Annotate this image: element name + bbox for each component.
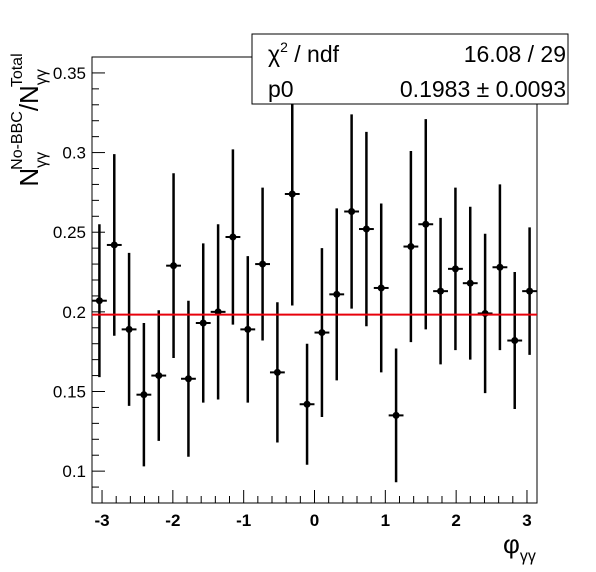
- data-point: [314, 248, 330, 417]
- data-point: [136, 323, 152, 467]
- data-point: [210, 224, 226, 400]
- point-marker: [244, 325, 252, 333]
- point-marker: [184, 375, 192, 383]
- data-point: [329, 208, 345, 381]
- stats-box-border: [251, 33, 569, 105]
- point-marker: [125, 325, 133, 333]
- point-marker: [95, 297, 103, 305]
- data-point: [433, 217, 448, 365]
- data-point: [448, 187, 463, 351]
- point-marker: [481, 309, 489, 317]
- data-point: [195, 243, 211, 403]
- data-point: [240, 256, 256, 403]
- x-tick-label: 1: [381, 511, 390, 530]
- data-point: [106, 154, 122, 336]
- point-marker: [199, 319, 207, 327]
- y-axis: 0.1 0.15 0.2 0.25 0.3 0.35: [53, 56, 105, 504]
- point-marker: [303, 400, 311, 408]
- x-tick-label: 2: [451, 511, 460, 530]
- point-marker: [155, 372, 163, 380]
- data-point: [166, 173, 181, 359]
- data-points: [91, 82, 538, 483]
- y-tick-label: 0.2: [62, 303, 86, 322]
- stats-box: χ2 / ndf 16.08 / 29 p0 0.1983 ± 0.0093: [251, 33, 569, 105]
- point-marker: [496, 263, 504, 271]
- point-marker: [333, 290, 341, 298]
- stats-p0-label: p0: [268, 76, 294, 102]
- data-point: [373, 203, 389, 373]
- point-marker: [348, 208, 356, 216]
- point-marker: [259, 260, 267, 268]
- data-point: [181, 300, 196, 457]
- point-marker: [273, 368, 281, 376]
- x-axis: -3 -2 -1 0 1 2 3: [94, 490, 532, 530]
- data-point: [403, 150, 419, 343]
- y-tick-label: 0.1: [62, 462, 86, 481]
- data-point: [91, 224, 107, 378]
- point-marker: [466, 279, 474, 287]
- data-point: [522, 227, 538, 355]
- x-tick-label: -1: [236, 511, 251, 530]
- point-marker: [422, 220, 430, 228]
- data-point: [151, 310, 167, 441]
- point-marker: [229, 233, 237, 241]
- y-tick-label: 0.3: [62, 144, 86, 163]
- point-marker: [140, 391, 148, 399]
- point-marker: [170, 262, 178, 270]
- stats-chi2-value: 16.08 / 29: [464, 41, 566, 67]
- data-point: [507, 272, 523, 410]
- data-point: [492, 184, 508, 351]
- point-marker: [377, 284, 385, 292]
- point-marker: [362, 225, 370, 233]
- x-axis-title: φγγ: [503, 529, 536, 565]
- y-axis-title: NγγNo-BBC/NγγTotal: [9, 53, 50, 186]
- point-marker: [526, 287, 534, 295]
- point-marker: [511, 337, 519, 345]
- data-point: [284, 82, 300, 306]
- data-point: [388, 348, 404, 483]
- y-tick-label: 0.15: [53, 383, 86, 402]
- x-tick-label: 0: [310, 511, 319, 530]
- point-marker: [407, 243, 415, 251]
- stats-p0-value: 0.1983 ± 0.0093: [400, 76, 566, 102]
- point-marker: [110, 241, 118, 249]
- data-point: [121, 252, 137, 406]
- point-marker: [451, 265, 459, 273]
- data-point: [269, 302, 285, 443]
- x-tick-label: -2: [165, 511, 180, 530]
- data-point: [344, 114, 360, 309]
- data-point: [299, 343, 315, 465]
- stats-chi2-label: χ2 / ndf: [268, 39, 340, 67]
- x-tick-label: -3: [94, 511, 109, 530]
- point-marker: [392, 411, 400, 419]
- data-point: [358, 131, 374, 327]
- point-marker: [318, 329, 326, 337]
- data-point: [418, 119, 434, 330]
- data-point: [477, 233, 493, 394]
- y-tick-label: 0.35: [53, 64, 86, 83]
- point-marker: [288, 190, 296, 198]
- y-tick-label: 0.25: [53, 223, 86, 242]
- data-point: [462, 206, 478, 360]
- x-tick-label: 3: [522, 511, 531, 530]
- point-marker: [437, 287, 445, 295]
- data-point: [225, 149, 241, 325]
- data-point: [255, 187, 271, 341]
